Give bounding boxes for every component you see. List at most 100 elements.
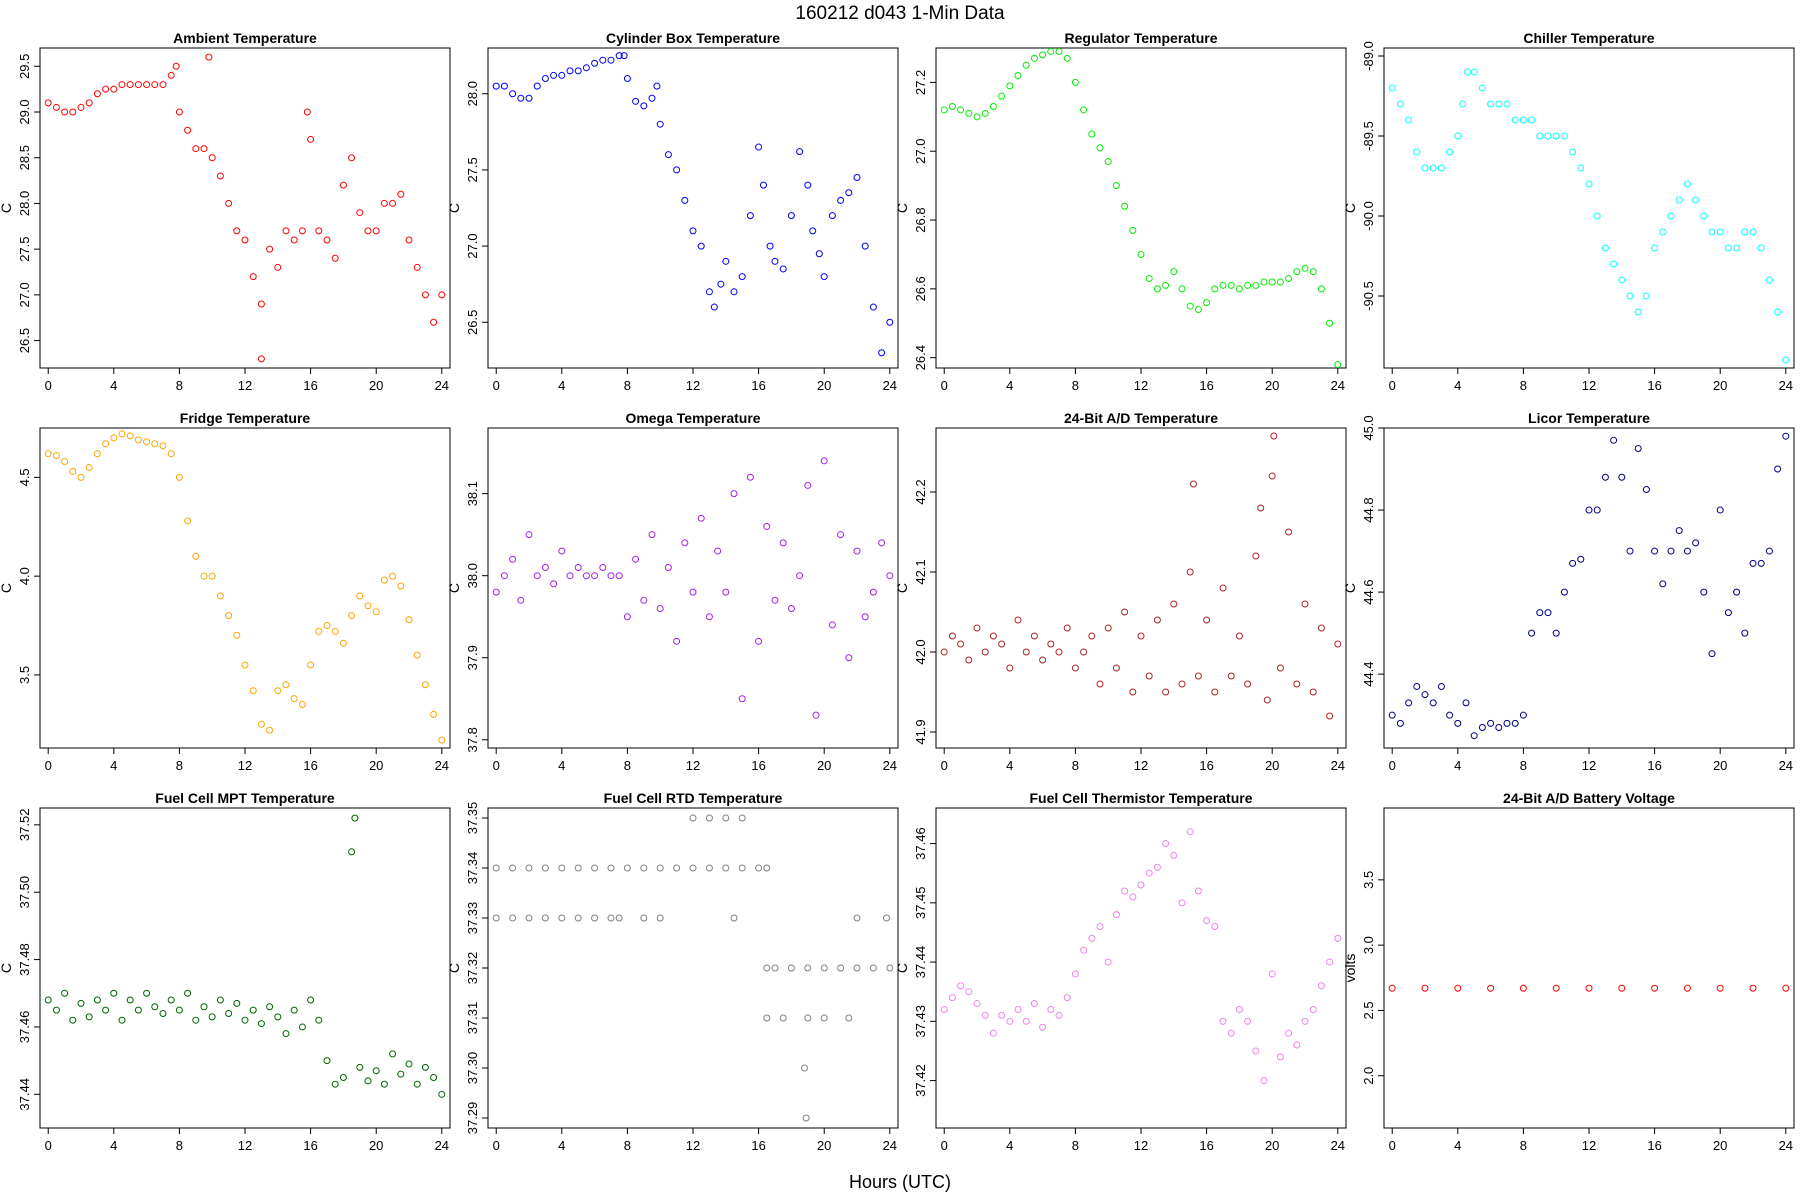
x-tick-label: 16 — [1647, 1138, 1661, 1153]
data-point — [1577, 164, 1585, 172]
figure-title: 160212 d043 1-Min Data — [795, 3, 1005, 24]
data-point — [883, 914, 891, 922]
data-point — [1244, 1017, 1252, 1025]
y-tick-label: 37.33 — [465, 902, 480, 935]
x-tick-label: 0 — [1389, 758, 1396, 773]
data-point — [1683, 547, 1691, 555]
data-point — [525, 531, 533, 539]
data-point — [1162, 840, 1170, 848]
data-point — [1446, 711, 1454, 719]
y-tick-label: 38.1 — [465, 481, 480, 506]
y-tick-label: 38.0 — [465, 563, 480, 588]
panel-6: Omega Temperature C 0 4 8 12 16 20 24 37.8 37.9 38.… — [446, 410, 899, 773]
data-point — [1014, 72, 1022, 80]
data-point — [307, 135, 315, 143]
y-tick-label: -90.5 — [1361, 281, 1376, 311]
data-point — [205, 53, 213, 61]
data-point — [397, 582, 405, 590]
y-tick-label: 37.42 — [913, 1064, 928, 1097]
data-point — [1462, 699, 1470, 707]
data-point — [1459, 100, 1467, 108]
data-point — [208, 572, 216, 580]
x-tick-label: 8 — [1520, 1138, 1527, 1153]
x-tick-label: 16 — [303, 1138, 317, 1153]
data-point — [1421, 691, 1429, 699]
data-point — [755, 864, 763, 872]
data-point — [1569, 148, 1577, 156]
data-point — [208, 1013, 216, 1021]
data-point — [558, 71, 566, 79]
data-point — [1153, 285, 1161, 293]
data-point — [1104, 958, 1112, 966]
data-point — [1153, 863, 1161, 871]
data-point — [290, 236, 298, 244]
data-point — [356, 1063, 364, 1071]
y-tick-label: 42.1 — [913, 559, 928, 584]
data-point — [61, 989, 69, 997]
y-tick-label: 26.5 — [17, 328, 32, 353]
x-tick-label: 0 — [493, 378, 500, 393]
data-point — [200, 145, 208, 153]
y-tick-label: 27.5 — [17, 236, 32, 261]
data-point — [738, 814, 746, 822]
data-point — [1194, 306, 1202, 314]
data-point — [533, 572, 541, 580]
data-point — [796, 572, 804, 580]
data-point — [771, 596, 779, 604]
y-tick-label: 37.46 — [913, 827, 928, 860]
data-point — [1774, 308, 1782, 316]
y-tick-label: 44.8 — [1361, 497, 1376, 522]
data-point — [93, 450, 101, 458]
data-point — [1276, 1053, 1284, 1061]
data-point — [61, 108, 69, 116]
data-point — [1022, 648, 1030, 656]
data-point — [1186, 302, 1194, 310]
data-point — [492, 914, 500, 922]
data-point — [1765, 276, 1773, 284]
data-point — [869, 588, 877, 596]
x-tick-label: 8 — [624, 378, 631, 393]
data-point — [389, 572, 397, 580]
data-point — [389, 199, 397, 207]
data-point — [1774, 465, 1782, 473]
data-point — [697, 242, 705, 250]
data-point — [722, 588, 730, 596]
data-point — [93, 90, 101, 98]
data-point — [1724, 244, 1732, 252]
x-tick-label: 4 — [1006, 378, 1013, 393]
data-point — [640, 914, 648, 922]
data-point — [143, 438, 151, 446]
y-tick-label: 26.4 — [913, 345, 928, 370]
data-point — [796, 148, 804, 156]
x-tick-label: 12 — [238, 378, 252, 393]
data-point — [722, 257, 730, 265]
x-tick-label: 20 — [817, 758, 831, 773]
data-point — [438, 1090, 446, 1098]
data-point — [1047, 48, 1055, 55]
data-point — [438, 736, 446, 744]
data-point — [828, 212, 836, 220]
data-point — [1708, 650, 1716, 658]
data-point — [1651, 984, 1659, 992]
data-point — [118, 1016, 126, 1024]
data-point — [820, 273, 828, 281]
data-point — [574, 914, 582, 922]
x-tick-label: 4 — [110, 378, 117, 393]
x-tick-label: 12 — [1134, 378, 1148, 393]
data-point — [1326, 319, 1334, 327]
data-points — [1388, 68, 1790, 364]
data-point — [348, 848, 356, 856]
data-point — [44, 450, 52, 458]
data-point — [886, 572, 894, 580]
data-point — [861, 613, 869, 621]
data-point — [648, 531, 656, 539]
data-point — [804, 964, 812, 972]
data-point — [1487, 100, 1495, 108]
data-point — [705, 288, 713, 296]
data-point — [364, 227, 372, 235]
data-point — [172, 62, 180, 70]
x-tick-label: 24 — [1331, 758, 1345, 773]
data-point — [973, 624, 981, 632]
x-tick-label: 16 — [303, 758, 317, 773]
data-point — [705, 613, 713, 621]
